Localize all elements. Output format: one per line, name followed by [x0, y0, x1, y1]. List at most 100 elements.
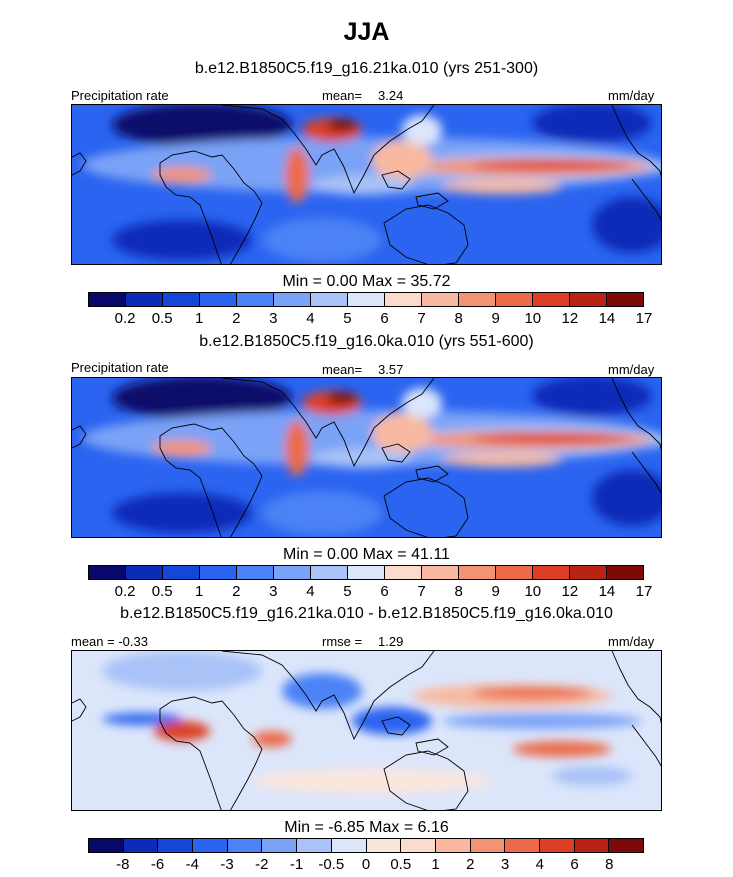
map-svg — [72, 651, 661, 810]
field-region — [472, 687, 592, 699]
coastline — [72, 425, 87, 449]
colorbar-swatch — [609, 839, 643, 852]
coastline — [631, 178, 661, 221]
colorbar-swatch — [607, 566, 643, 579]
coastline — [381, 170, 411, 190]
coastline — [159, 423, 263, 537]
coastline — [383, 477, 469, 537]
field-region — [442, 453, 562, 467]
colorbar-tick-label: 4 — [306, 310, 315, 327]
colorbar-tick-label: -4 — [185, 856, 199, 873]
field-region — [102, 713, 182, 725]
colorbar-swatch — [496, 293, 533, 306]
colorbar-swatch — [262, 839, 298, 852]
panel3-mean-label: mean = -0.33 — [71, 634, 148, 649]
field-region — [102, 651, 262, 691]
colorbar-swatch — [237, 566, 274, 579]
colorbar-swatch — [126, 293, 163, 306]
field-region — [512, 741, 612, 757]
colorbar-tick-label: 0.2 — [114, 583, 136, 600]
colorbar-tick-label: 0 — [361, 856, 371, 873]
panel1-colorbar-ticks: 0.2 0.5 1 2 3 4 5 6 7 8 9 10 12 14 17 — [88, 310, 653, 328]
colorbar-swatch — [123, 839, 159, 852]
colorbar-swatch — [200, 293, 237, 306]
panel2-mean-label: mean= — [322, 362, 363, 377]
panel3-difference-map — [71, 650, 662, 811]
field-region — [154, 721, 210, 741]
colorbar-tick-label: 7 — [417, 583, 426, 600]
panel2-colorbar — [88, 565, 644, 580]
field-region — [372, 413, 432, 453]
colorbar-tick-label: 6 — [380, 583, 389, 600]
field-region — [532, 105, 652, 143]
panel2-min-max: Min = 0.00 Max = 41.11 — [283, 546, 450, 563]
colorbar-swatch — [459, 566, 496, 579]
colorbar-tick-label: 5 — [343, 583, 352, 600]
colorbar-swatch — [348, 566, 385, 579]
field-region — [327, 119, 357, 131]
colorbar-swatch — [539, 839, 575, 852]
colorbar-tick-label: 0.5 — [390, 856, 412, 873]
colorbar-swatch — [435, 839, 471, 852]
colorbar-tick-label: 9 — [491, 583, 500, 600]
panel1-colorbar — [88, 292, 644, 307]
colorbar-swatch — [163, 566, 200, 579]
colorbar-tick-label: 14 — [598, 583, 616, 600]
coastline — [415, 465, 449, 483]
colorbar-tick-label: 17 — [635, 583, 653, 600]
colorbar-swatch — [274, 293, 311, 306]
coastline — [631, 724, 661, 767]
colorbar-tick-label: 1 — [195, 583, 204, 600]
panel1-left-label: Precipitation rate — [71, 88, 169, 103]
colorbar-swatch — [297, 839, 332, 852]
field-region — [282, 673, 362, 709]
colorbar-tick-label: 8 — [454, 583, 463, 600]
field-region — [592, 470, 661, 526]
colorbar-swatch — [126, 566, 163, 579]
colorbar-swatch — [348, 293, 385, 306]
colorbar-swatch — [193, 839, 228, 852]
coastline — [631, 451, 661, 494]
field-region — [262, 491, 382, 535]
coastline — [381, 443, 411, 463]
panel2-left-label: Precipitation rate — [71, 360, 169, 375]
panel3-rmse-value: 1.29 — [378, 634, 404, 649]
colorbar-swatch — [311, 566, 348, 579]
field-region — [532, 378, 652, 416]
field-region — [442, 180, 562, 194]
colorbar-swatch — [570, 566, 607, 579]
colorbar-swatch — [89, 566, 126, 579]
field-region — [472, 160, 632, 170]
panel3-colorbar — [88, 838, 644, 853]
field-region — [312, 448, 412, 468]
colorbar-tick-label: 8 — [605, 856, 614, 873]
colorbar-swatch — [533, 566, 570, 579]
field-region — [402, 388, 442, 418]
colorbar-swatch — [422, 566, 459, 579]
colorbar-tick-label: 17 — [635, 310, 653, 327]
panel3-subtitle: b.e12.B1850C5.f19_g16.21ka.010 - b.e12.B… — [120, 605, 613, 622]
panel2-precip-map — [71, 377, 662, 538]
field-region — [285, 147, 309, 203]
colorbar-swatch — [163, 293, 200, 306]
colorbar-swatch — [311, 293, 348, 306]
colorbar-tick-label: 4 — [535, 856, 544, 873]
panel2-colorbar-ticks: 0.2 0.5 1 2 3 4 5 6 7 8 9 10 12 14 17 — [88, 583, 653, 601]
coastline — [221, 378, 435, 468]
colorbar-swatch — [422, 293, 459, 306]
colorbar-swatch — [607, 293, 643, 306]
colorbar-tick-label: -2 — [255, 856, 269, 873]
field-region — [112, 378, 292, 420]
coastline — [415, 738, 449, 756]
colorbar-swatch — [385, 566, 422, 579]
colorbar-tick-label: 2 — [232, 310, 241, 327]
panel3-units: mm/day — [608, 634, 655, 649]
coastline — [159, 696, 263, 810]
field-region — [252, 769, 492, 793]
field-region — [285, 420, 309, 476]
colorbar-tick-label: 1 — [431, 856, 440, 873]
colorbar-swatch — [459, 293, 496, 306]
colorbar-swatch — [89, 293, 126, 306]
colorbar-tick-label: -0.5 — [318, 856, 345, 873]
coastline — [381, 716, 411, 736]
